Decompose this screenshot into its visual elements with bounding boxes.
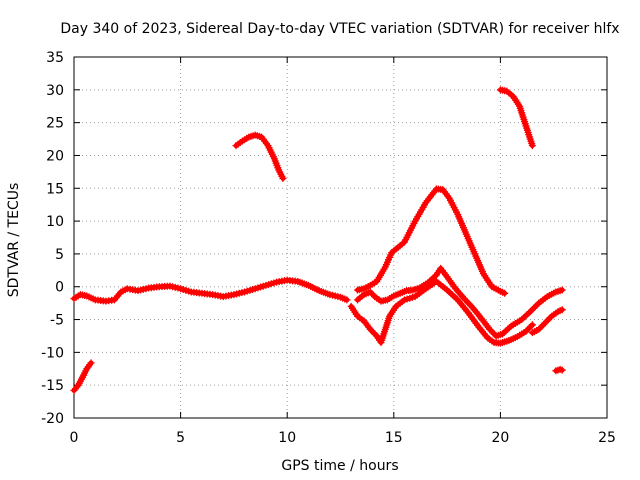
series-late-arc <box>496 86 536 150</box>
data-point <box>544 316 552 324</box>
data-point <box>368 327 376 335</box>
data-point <box>486 325 494 333</box>
data-point <box>540 320 548 328</box>
y-tick-label: 35 <box>46 50 64 66</box>
data-point <box>538 322 546 330</box>
x-axis: 0 5 10 15 20 25 <box>70 57 616 446</box>
data-point <box>366 325 374 333</box>
series-upper-branch <box>354 185 509 297</box>
data-point <box>543 317 551 325</box>
y-tick-label: 10 <box>46 214 64 230</box>
chart-title: Day 340 of 2023, Sidereal Day-to-day VTE… <box>60 21 619 37</box>
data-point <box>369 291 377 299</box>
data-point <box>343 296 351 304</box>
data-point <box>535 325 543 333</box>
x-tick-label: 0 <box>70 430 79 446</box>
data-point <box>541 319 549 327</box>
series-late-tail <box>528 306 566 337</box>
data-point <box>546 314 554 322</box>
y-axis: -20 -15 -10 -5 0 5 10 15 20 25 30 35 <box>41 50 607 427</box>
y-tick-label: 0 <box>55 280 64 296</box>
data-point <box>370 329 378 337</box>
data-point <box>536 324 544 332</box>
x-tick-label: 10 <box>278 430 296 446</box>
data-point <box>528 142 536 150</box>
data-point <box>491 330 499 338</box>
x-tick-label: 5 <box>176 430 185 446</box>
y-tick-label: 25 <box>46 116 64 132</box>
plot-frame <box>73 56 608 419</box>
data-point <box>527 322 535 330</box>
y-tick-label: 20 <box>46 148 64 164</box>
series-middle-branch <box>354 264 566 340</box>
x-axis-label: GPS time / hours <box>281 458 398 474</box>
y-tick-label: -10 <box>41 345 64 361</box>
data-point <box>558 366 566 374</box>
y-tick-label: 30 <box>46 83 64 99</box>
y-tick-label: -20 <box>41 411 64 427</box>
y-tick-label: 5 <box>55 247 64 263</box>
y-tick-label: -5 <box>50 313 64 329</box>
data-point <box>279 174 287 182</box>
y-tick-label: -15 <box>41 378 64 394</box>
series-baseline <box>70 276 351 305</box>
series-late-low <box>552 365 566 375</box>
data-point <box>487 327 495 335</box>
y-axis-label: SDTVAR / TECUs <box>6 183 22 298</box>
series-morning-arc <box>232 131 287 182</box>
series-lower-branch <box>347 277 536 347</box>
series-early-low <box>70 359 95 394</box>
x-tick-label: 20 <box>491 430 509 446</box>
data-point <box>528 321 536 329</box>
data-point <box>558 306 566 314</box>
data-point <box>524 326 532 334</box>
x-tick-label: 25 <box>598 430 616 446</box>
x-tick-label: 15 <box>385 430 403 446</box>
data-point <box>501 289 509 297</box>
data-point <box>87 359 95 367</box>
data-series <box>70 86 566 394</box>
y-tick-label: 15 <box>46 181 64 197</box>
data-point <box>522 327 530 335</box>
data-point <box>525 324 533 332</box>
data-point <box>489 329 497 337</box>
data-point <box>558 286 566 294</box>
data-point <box>371 330 379 338</box>
plot-border <box>73 56 608 419</box>
